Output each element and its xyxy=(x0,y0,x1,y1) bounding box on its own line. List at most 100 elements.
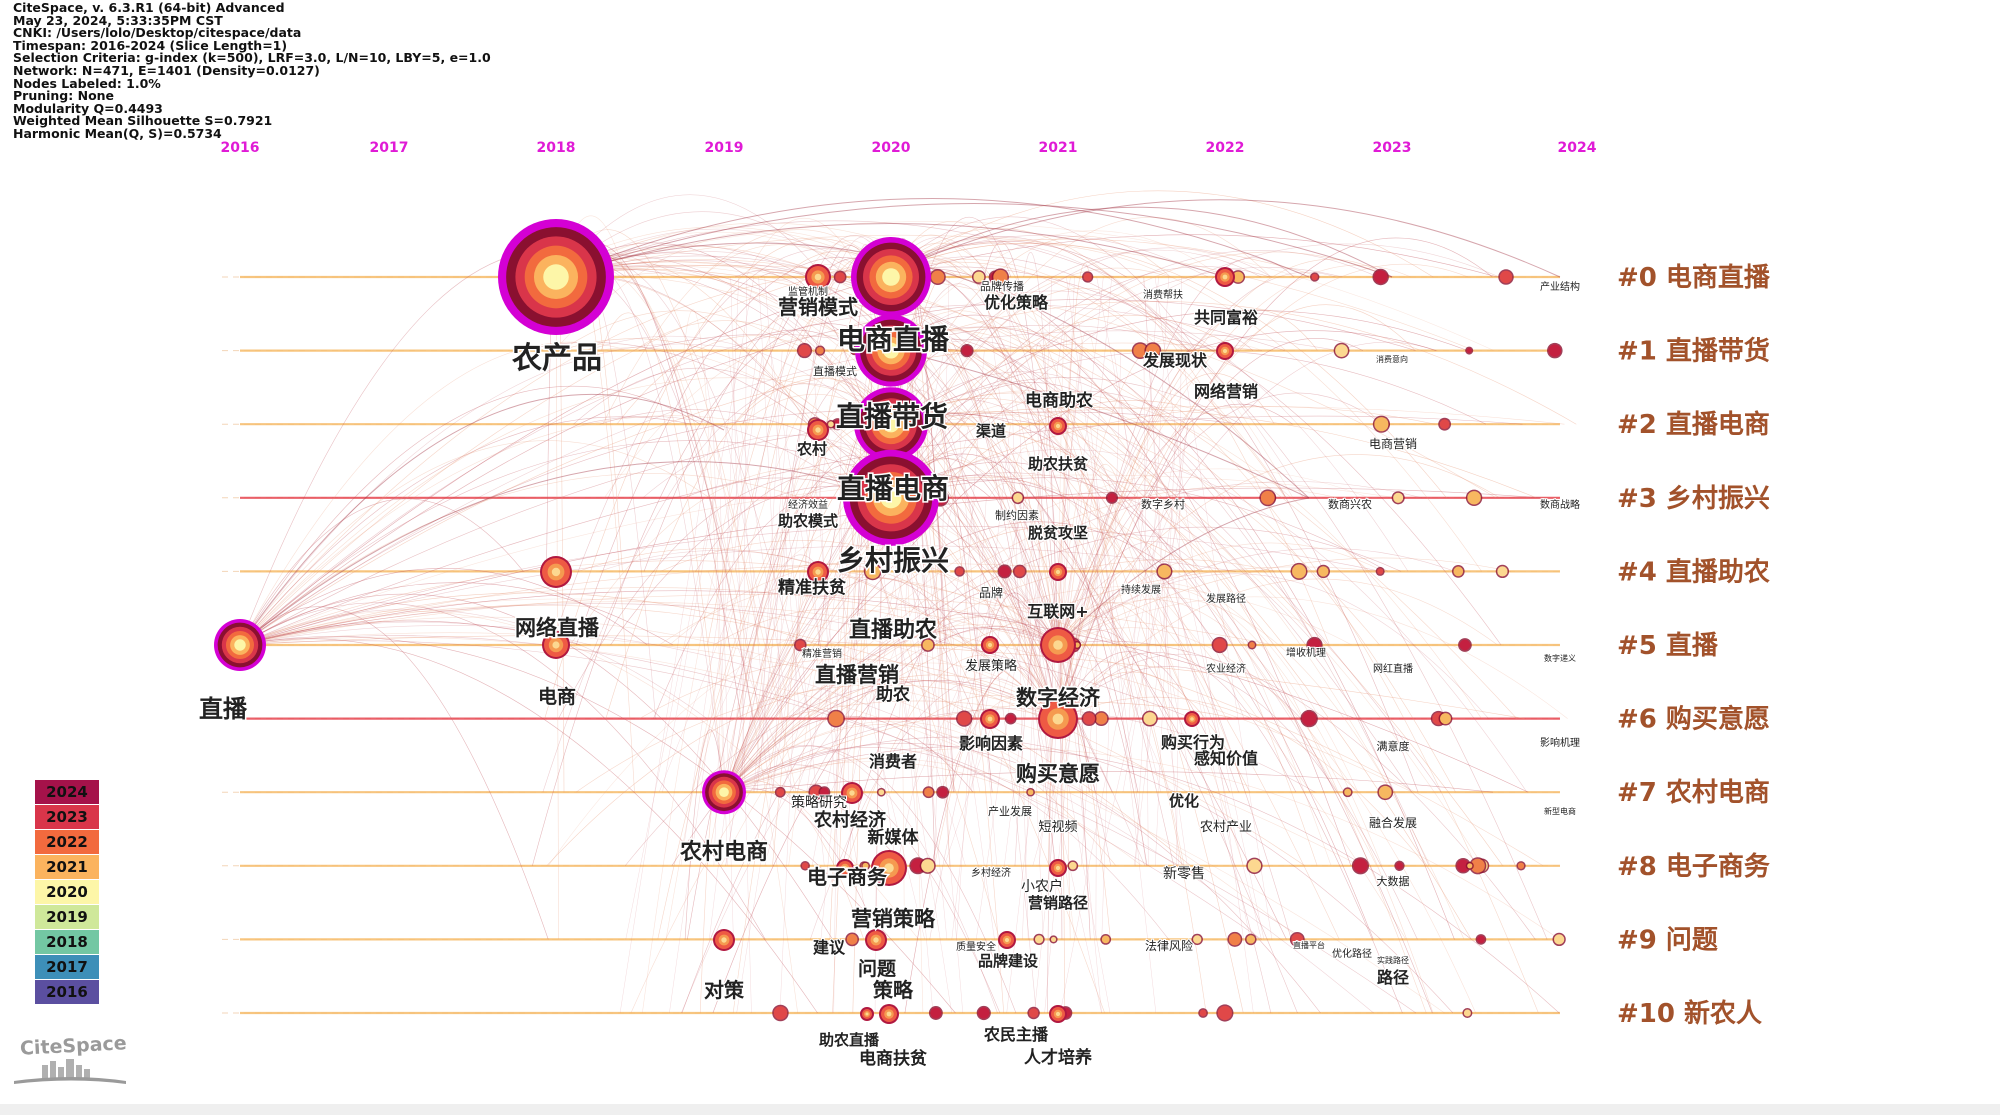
keyword-node[interactable] xyxy=(835,272,846,282)
keyword-node[interactable] xyxy=(809,786,823,799)
keyword-node[interactable] xyxy=(1068,861,1077,870)
keyword-node[interactable] xyxy=(1145,343,1160,358)
link xyxy=(660,540,1059,646)
cluster-label[interactable]: #9 问题 xyxy=(1617,925,1718,955)
keyword-node[interactable] xyxy=(816,346,824,355)
keyword-node[interactable] xyxy=(1133,343,1148,358)
keyword-node[interactable] xyxy=(1101,935,1110,944)
keyword-node[interactable] xyxy=(924,787,934,797)
keyword-node[interactable] xyxy=(1470,858,1485,873)
keyword-node[interactable] xyxy=(1335,344,1348,357)
keyword-node[interactable] xyxy=(828,711,844,726)
keyword-node[interactable] xyxy=(1083,712,1096,725)
keyword-node[interactable] xyxy=(1193,935,1202,944)
keyword-node[interactable] xyxy=(1344,788,1352,796)
keyword-node[interactable] xyxy=(1456,859,1470,873)
cluster-labels[interactable]: #0 电商直播 #1 直播带货 #2 直播电商 #3 乡村振兴 #4 直播助农 #5 直播… xyxy=(1617,262,1771,1029)
keyword-node[interactable] xyxy=(931,270,945,284)
keyword-node[interactable] xyxy=(1459,639,1471,651)
keyword-node[interactable] xyxy=(798,344,811,357)
cluster-label[interactable]: #7 农村电商 xyxy=(1617,777,1770,808)
keyword-node[interactable] xyxy=(1373,270,1388,284)
keyword-node[interactable] xyxy=(1292,564,1307,579)
keyword-node[interactable] xyxy=(819,787,829,797)
keyword-node[interactable] xyxy=(1378,785,1392,799)
keyword-node[interactable] xyxy=(1353,858,1368,873)
cluster-label[interactable]: #8 电子商务 xyxy=(1617,851,1770,882)
keyword-node[interactable] xyxy=(1143,712,1157,726)
keyword-node[interactable] xyxy=(773,1006,788,1020)
keyword-node[interactable] xyxy=(1517,862,1525,869)
keyword-node[interactable] xyxy=(1311,273,1318,281)
keyword-node[interactable] xyxy=(1232,271,1244,283)
cluster-label[interactable]: #6 购买意愿 xyxy=(1617,704,1770,735)
keyword-node[interactable] xyxy=(828,421,834,428)
keyword-node[interactable] xyxy=(1307,638,1322,652)
keyword-node[interactable] xyxy=(846,934,858,945)
keyword-node[interactable] xyxy=(978,1007,990,1019)
keyword-node[interactable] xyxy=(795,640,806,650)
keyword-node[interactable] xyxy=(1246,935,1256,944)
keyword-node[interactable] xyxy=(922,639,934,651)
keyword-node[interactable] xyxy=(1249,642,1255,648)
keyword-node[interactable] xyxy=(1463,1009,1471,1017)
keyword-node[interactable] xyxy=(1028,1008,1039,1018)
keyword-node[interactable] xyxy=(1014,566,1026,577)
keyword-node[interactable] xyxy=(1318,566,1329,577)
keyword-node[interactable] xyxy=(1548,344,1562,357)
keyword-node[interactable] xyxy=(999,565,1011,577)
keyword-node[interactable] xyxy=(1499,270,1513,284)
keyword-node[interactable] xyxy=(993,269,1008,285)
keyword-node[interactable] xyxy=(1439,419,1450,430)
keyword-node[interactable] xyxy=(1291,933,1304,946)
keyword-node[interactable] xyxy=(1027,789,1034,796)
keyword-node[interactable] xyxy=(1083,272,1092,282)
keyword-node[interactable] xyxy=(801,862,809,870)
keyword-node[interactable] xyxy=(921,859,935,873)
keyword-node[interactable] xyxy=(1217,1005,1232,1021)
keyword-node[interactable] xyxy=(1374,417,1389,432)
keyword-node[interactable] xyxy=(878,789,885,796)
cluster-label[interactable]: #10 新农人 xyxy=(1617,998,1762,1029)
cluster-label[interactable]: #3 乡村振兴 xyxy=(1617,484,1770,514)
keyword-node[interactable] xyxy=(1497,566,1508,577)
keyword-node[interactable] xyxy=(1260,490,1275,505)
keyword-node[interactable] xyxy=(955,567,964,576)
keyword-node[interactable] xyxy=(1095,712,1108,725)
keyword-node[interactable] xyxy=(1213,638,1227,652)
keyword-node[interactable] xyxy=(1157,564,1171,578)
keyword-node[interactable] xyxy=(1228,933,1241,946)
keyword-node[interactable] xyxy=(1554,934,1565,945)
keyword-node[interactable] xyxy=(1107,493,1117,503)
cluster-label[interactable]: #1 直播带货 xyxy=(1617,336,1770,367)
cluster-label[interactable]: #2 直播电商 xyxy=(1617,409,1770,440)
keyword-node[interactable] xyxy=(1395,862,1404,870)
keyword-node[interactable] xyxy=(957,711,971,726)
keyword-node[interactable] xyxy=(1013,493,1023,503)
cluster-label[interactable]: #0 电商直播 xyxy=(1617,262,1771,293)
keyword-node[interactable] xyxy=(961,345,973,356)
keyword-node[interactable] xyxy=(937,787,948,798)
keyword-node[interactable] xyxy=(1453,566,1464,577)
keyword-node[interactable] xyxy=(862,862,869,869)
keyword-node[interactable] xyxy=(1247,859,1262,873)
keyword-node[interactable] xyxy=(1440,713,1451,725)
keyword-node[interactable] xyxy=(776,788,785,797)
keyword-node[interactable] xyxy=(1301,711,1317,726)
keyword-node[interactable] xyxy=(1477,935,1485,944)
keyword-node[interactable] xyxy=(1467,863,1473,869)
keyword-node[interactable] xyxy=(833,419,843,429)
cluster-label[interactable]: #5 直播 xyxy=(1617,631,1719,661)
keyword-node[interactable] xyxy=(1034,935,1044,944)
keyword-node[interactable] xyxy=(1006,714,1016,723)
keyword-node[interactable] xyxy=(1393,492,1404,503)
keyword-node[interactable] xyxy=(930,1007,942,1019)
keyword-node[interactable] xyxy=(1377,568,1384,575)
keyword-node[interactable] xyxy=(1467,491,1481,505)
cluster-label[interactable]: #4 直播助农 xyxy=(1617,557,1770,587)
keyword-node[interactable] xyxy=(1050,936,1057,942)
keyword-node[interactable] xyxy=(1466,348,1472,354)
keyword-node[interactable] xyxy=(1199,1009,1207,1017)
keyword-node[interactable] xyxy=(973,271,985,283)
keyword-node[interactable] xyxy=(865,564,880,579)
